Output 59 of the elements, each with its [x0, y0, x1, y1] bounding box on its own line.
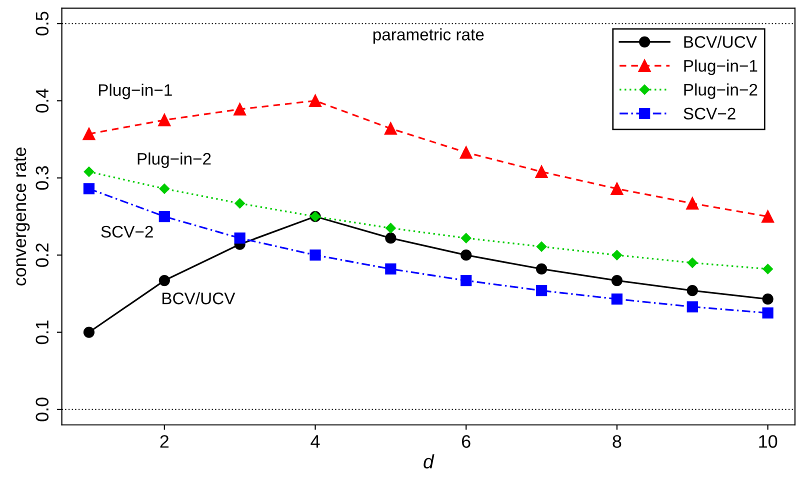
x-tick-label: 6 — [462, 435, 470, 448]
point — [611, 294, 623, 305]
y-tick-label: 0.1 — [36, 320, 49, 344]
point — [84, 166, 94, 177]
point — [234, 102, 246, 116]
y-tick-label: 0.0 — [36, 398, 49, 422]
point — [536, 285, 548, 296]
point — [158, 275, 170, 286]
point — [762, 264, 773, 274]
point — [158, 114, 171, 126]
legend-label: BCV/UCV — [684, 36, 757, 48]
y-tick-label: 0.3 — [36, 166, 49, 190]
point — [460, 146, 472, 159]
legend-label: SCV−2 — [684, 108, 736, 120]
x-tick-label: 4 — [310, 435, 320, 448]
point — [385, 263, 396, 275]
x-tick-label: 10 — [759, 435, 778, 448]
point — [686, 285, 698, 296]
annotation: Plug−in−1 — [98, 84, 172, 100]
point — [535, 166, 548, 178]
point — [762, 294, 774, 305]
annotation: SCV−2 — [101, 226, 153, 238]
y-tick-label: 0.5 — [36, 12, 49, 36]
point — [686, 197, 699, 210]
point — [234, 198, 245, 209]
point — [536, 263, 548, 275]
point — [536, 241, 547, 252]
point — [83, 183, 95, 194]
point — [384, 122, 397, 135]
point — [386, 222, 396, 234]
point — [83, 326, 95, 338]
point — [686, 301, 698, 312]
point — [612, 250, 622, 260]
point — [460, 250, 472, 261]
y-tick-label: 0.4 — [36, 88, 49, 113]
point — [610, 182, 624, 195]
annotation: BCV/UCV — [162, 292, 236, 304]
point — [385, 232, 396, 244]
point — [460, 275, 472, 286]
legend-label: Plug−in−2 — [684, 83, 758, 99]
x-tick-label: 2 — [160, 435, 169, 448]
point — [159, 184, 170, 194]
point — [158, 210, 170, 222]
point — [611, 275, 623, 286]
point — [82, 128, 96, 140]
point — [762, 210, 774, 223]
annotation: Plug−in−2 — [138, 152, 211, 168]
point — [687, 258, 698, 268]
y-tick-label: 0.2 — [36, 243, 49, 267]
x-tick-label: 8 — [612, 435, 622, 448]
legend-label: Plug−in−1 — [684, 60, 758, 76]
y-axis-title: convergence rate — [14, 148, 30, 286]
point — [310, 250, 321, 261]
point — [234, 232, 246, 244]
point — [461, 233, 472, 244]
ref-line-label: parametric rate — [373, 28, 484, 44]
point — [762, 307, 774, 319]
x-axis-title: d — [424, 454, 434, 468]
point — [309, 94, 322, 107]
